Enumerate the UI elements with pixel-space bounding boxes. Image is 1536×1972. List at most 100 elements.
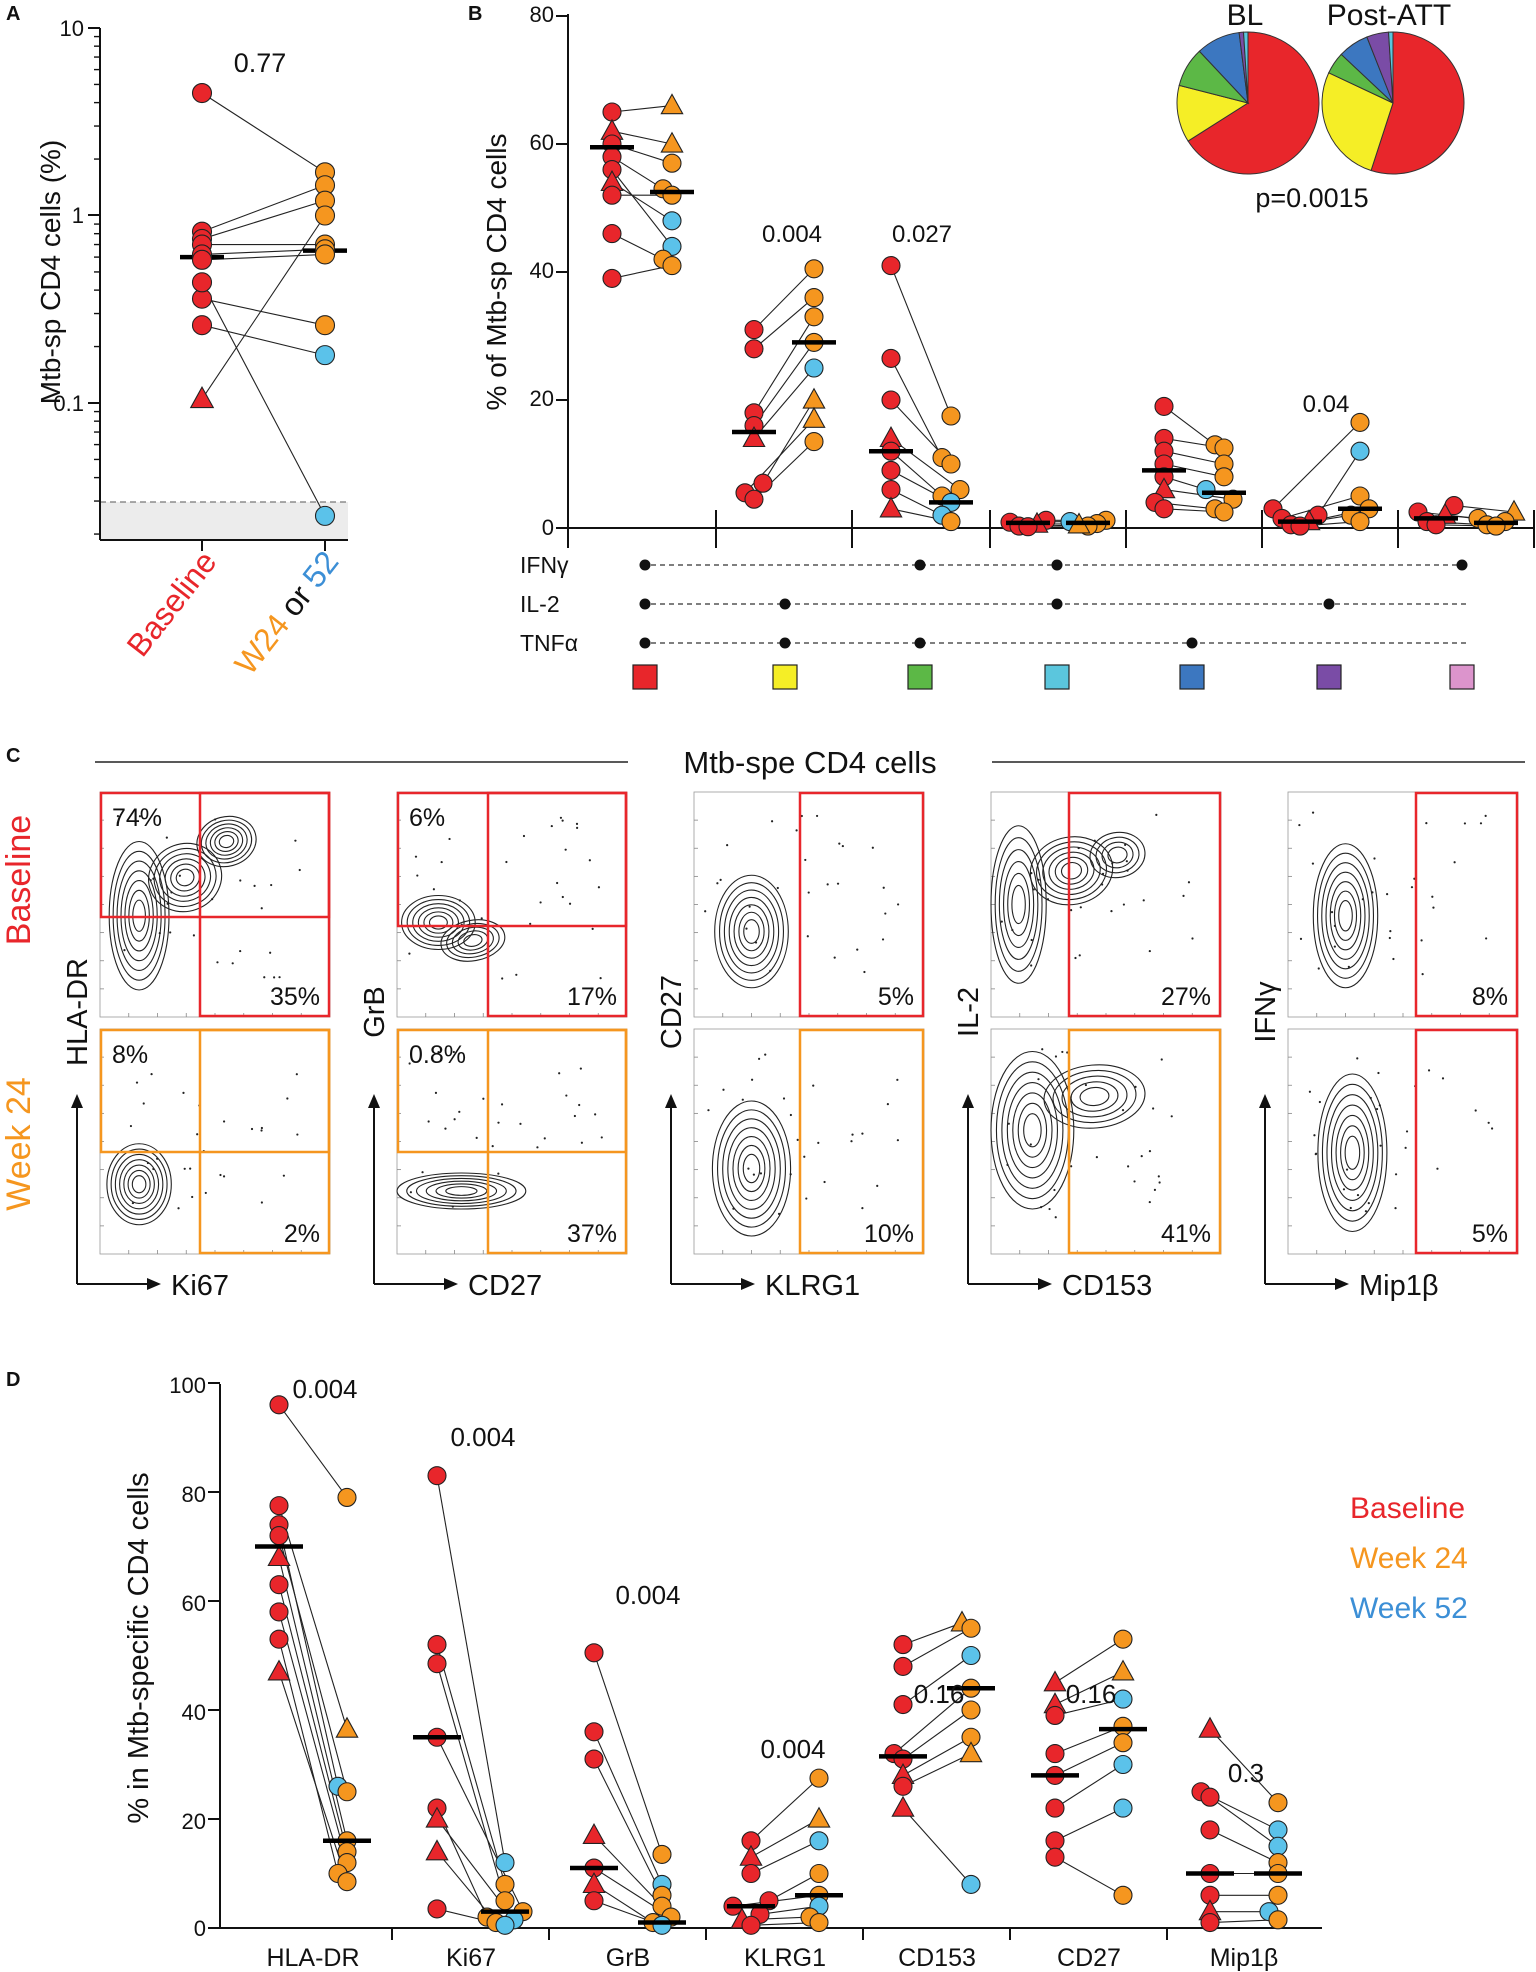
event-dot: [1101, 883, 1104, 886]
panel-c-letter: C: [6, 745, 20, 767]
event-dot: [269, 951, 272, 954]
event-dot: [578, 1103, 581, 1107]
panel-b-ticks: 80 60 40 20 0: [530, 2, 1535, 548]
event-dot: [758, 1057, 761, 1060]
panel-d-pair-line: [902, 1709, 972, 1760]
panel-b-combination-dot: [639, 559, 651, 571]
event-dot: [1373, 857, 1376, 860]
panel-d-category-label: HLA-DR: [266, 1944, 359, 1972]
contour: [463, 934, 483, 947]
panel-d-point-baseline: [1043, 1670, 1067, 1692]
flow-plot-3-axes: KLRG1 CD27: [656, 975, 860, 1302]
panel-b-point-baseline: [742, 426, 766, 448]
panel-b-point-baseline: [1154, 396, 1174, 416]
contour: [722, 1118, 781, 1219]
event-dot: [416, 874, 419, 877]
flow-plot-4-axes: CD153 IL-2: [953, 987, 1152, 1302]
contour: [1052, 1069, 1137, 1124]
event-dot: [1155, 813, 1158, 816]
panel-d-pvalue: 0.16: [914, 1679, 965, 1709]
event-dot: [789, 1173, 792, 1176]
panel-b-combination-dot: [1323, 598, 1335, 610]
event-dot: [1126, 869, 1129, 872]
panel-b-category-swatch: [632, 664, 658, 690]
flow-plot-frame: [99, 791, 331, 1018]
panel-a-ylabel: Mtb-sp CD4 cells (%): [35, 140, 66, 404]
event-dot: [861, 1132, 864, 1135]
panel-d-point-followup: [959, 1741, 983, 1763]
event-dot: [776, 886, 779, 890]
panel-d-point-baseline: [269, 1629, 289, 1649]
event-dot: [192, 934, 195, 937]
panel-b-ylabel: % of Mtb-sp CD4 cells: [481, 134, 512, 411]
panel-b-point-baseline: [1154, 499, 1174, 519]
event-dot: [222, 1120, 226, 1123]
panel-d-point-followup: [1268, 1910, 1288, 1930]
panel-d-pair-line: [1209, 1728, 1279, 1804]
panel-b-point-followup: [941, 406, 961, 426]
contour: [1061, 1075, 1128, 1118]
event-dot: [1037, 1078, 1040, 1081]
contour: [711, 1100, 792, 1237]
contour: [123, 1164, 155, 1204]
event-dot: [1039, 1206, 1043, 1209]
event-dot: [219, 1173, 222, 1177]
panel-b-pair-line: [1163, 405, 1216, 446]
panel-a-point-baseline: [191, 315, 213, 336]
panel-d-point-followup: [1268, 1885, 1288, 1905]
contour: [728, 896, 775, 967]
contour: [412, 903, 465, 942]
panel-b-category-swatch: [1179, 664, 1205, 690]
panel-d-point-followup: [495, 1853, 515, 1873]
contour: [209, 827, 244, 856]
panel-d-pair-line: [278, 1671, 348, 1882]
panel-d-category-label: GrB: [606, 1944, 650, 1972]
event-dot: [156, 1157, 159, 1160]
contour: [205, 823, 248, 860]
panel-d-point-followup: [495, 1891, 515, 1911]
contour: [1017, 1102, 1048, 1158]
panel-d-point-baseline: [891, 1795, 915, 1817]
contour: [110, 1148, 168, 1220]
panel-b-point-followup: [662, 211, 682, 231]
event-dot: [826, 883, 829, 886]
panel-a-pair-line: [201, 298, 326, 326]
event-dot: [1487, 1121, 1490, 1124]
panel-d-point-baseline: [427, 1635, 447, 1655]
event-dot: [754, 941, 758, 944]
panel-d-point-followup: [1113, 1629, 1133, 1649]
event-dot: [1425, 822, 1428, 825]
event-dot: [812, 1084, 815, 1087]
panel-b-pair-line: [1453, 505, 1515, 513]
contour: [428, 915, 448, 930]
event-dot: [166, 902, 169, 905]
panel-b-combination-dot: [1051, 559, 1063, 571]
legend-week52: Week 52: [1350, 1592, 1468, 1625]
event-dot: [536, 1146, 539, 1149]
flow-gate-right: [198, 791, 331, 1018]
event-dot: [1388, 936, 1391, 940]
panel-a-point-followup: [314, 205, 336, 226]
panel-d-point-baseline: [1045, 1831, 1065, 1851]
panel-d-point-followup: [809, 1913, 829, 1933]
panel-d-point-baseline: [425, 1839, 449, 1861]
panel-a-pair-line: [201, 324, 326, 356]
event-dot: [896, 903, 900, 906]
flow-gate-percent-lower: 5%: [1472, 1220, 1508, 1248]
event-dot: [1032, 888, 1035, 891]
event-dot: [1311, 811, 1315, 814]
contour: [200, 819, 253, 864]
event-dot: [458, 1110, 461, 1113]
contour: [737, 1144, 766, 1193]
event-dot: [564, 848, 567, 851]
contour: [718, 882, 785, 981]
panel-d-axis: [219, 1384, 1322, 1929]
contour: [1002, 860, 1035, 949]
panel-d-point-followup: [652, 1844, 672, 1864]
panel-a-points: [180, 82, 347, 526]
contour: [159, 853, 212, 902]
event-dot: [480, 917, 483, 920]
panel-d-point-followup: [337, 1487, 357, 1507]
panel-b-point-baseline: [744, 489, 764, 509]
flow-x-arrowhead: [741, 1278, 755, 1290]
